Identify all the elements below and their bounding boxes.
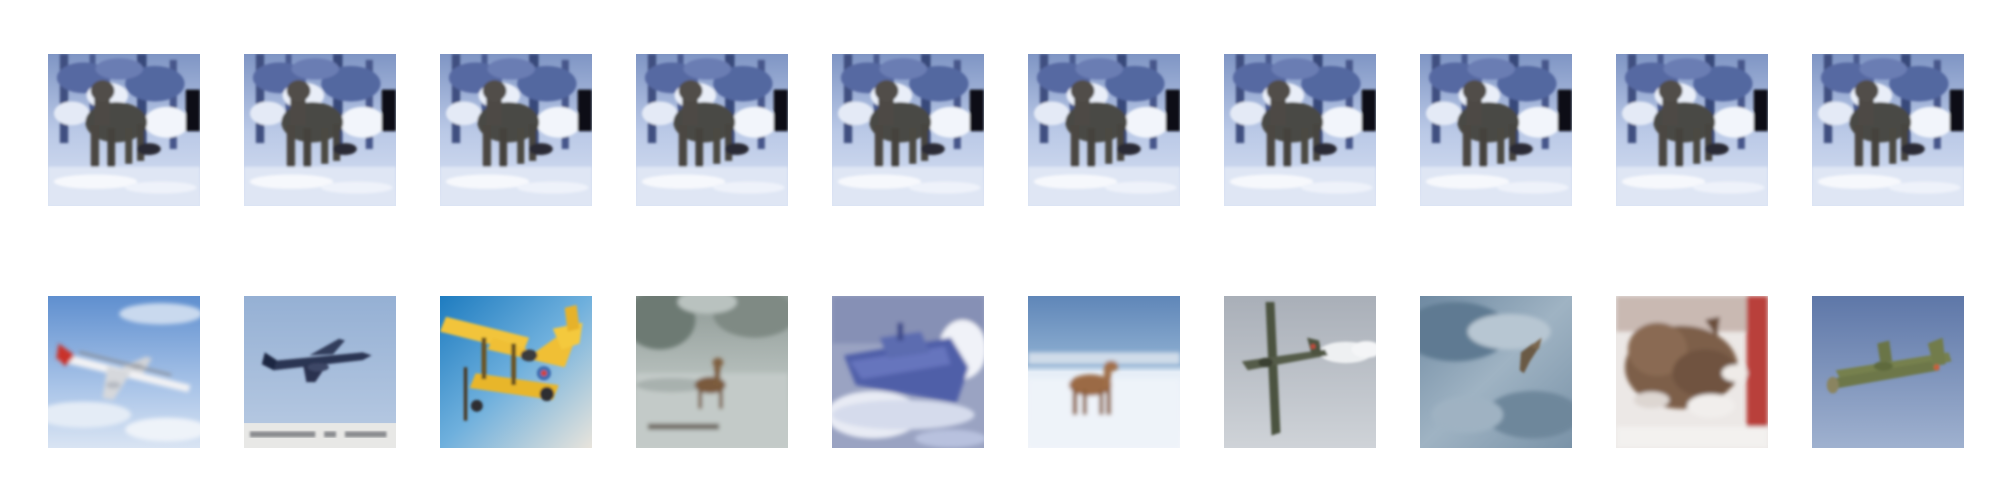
result-tile-3 bbox=[440, 296, 592, 448]
result-tile-7 bbox=[1224, 296, 1376, 448]
result-tile-4 bbox=[636, 296, 788, 448]
query-tile-8 bbox=[1420, 54, 1572, 206]
deer-in-snow-image bbox=[636, 296, 788, 448]
result-tile-8 bbox=[1420, 296, 1572, 448]
airliner-image bbox=[48, 296, 200, 448]
query-tile-6 bbox=[1028, 54, 1180, 206]
query-tile-2 bbox=[244, 54, 396, 206]
bird-in-sky-image bbox=[1420, 296, 1572, 448]
query-tile-10 bbox=[1812, 54, 1964, 206]
deer-in-snow-image bbox=[440, 54, 592, 206]
propeller-plane-image bbox=[1224, 296, 1376, 448]
deer-in-snow-image bbox=[1812, 54, 1964, 206]
deer-in-snow-image bbox=[48, 54, 200, 206]
green-warplane-image bbox=[1812, 296, 1964, 448]
query-tile-7 bbox=[1224, 54, 1376, 206]
result-tile-10 bbox=[1812, 296, 1964, 448]
result-tile-6 bbox=[1028, 296, 1180, 448]
query-tile-4 bbox=[636, 54, 788, 206]
deer-in-snow-image bbox=[1028, 54, 1180, 206]
deer-in-snow-image bbox=[832, 54, 984, 206]
deer-in-snow-image bbox=[636, 54, 788, 206]
yellow-biplane-image bbox=[440, 296, 592, 448]
deer-in-snow-image bbox=[1420, 54, 1572, 206]
deer-on-snowfield-image bbox=[1028, 296, 1180, 448]
result-tile-5 bbox=[832, 296, 984, 448]
result-tile-9 bbox=[1616, 296, 1768, 448]
query-tile-1 bbox=[48, 54, 200, 206]
deer-in-snow-image bbox=[1224, 54, 1376, 206]
result-tile-1 bbox=[48, 296, 200, 448]
cat-image bbox=[1616, 296, 1768, 448]
query-tile-9 bbox=[1616, 54, 1768, 206]
query-tile-3 bbox=[440, 54, 592, 206]
query-tile-5 bbox=[832, 54, 984, 206]
result-tile-2 bbox=[244, 296, 396, 448]
boat-image bbox=[832, 296, 984, 448]
deer-in-snow-image bbox=[244, 54, 396, 206]
jet-aircraft-image bbox=[244, 296, 396, 448]
deer-in-snow-image bbox=[1616, 54, 1768, 206]
